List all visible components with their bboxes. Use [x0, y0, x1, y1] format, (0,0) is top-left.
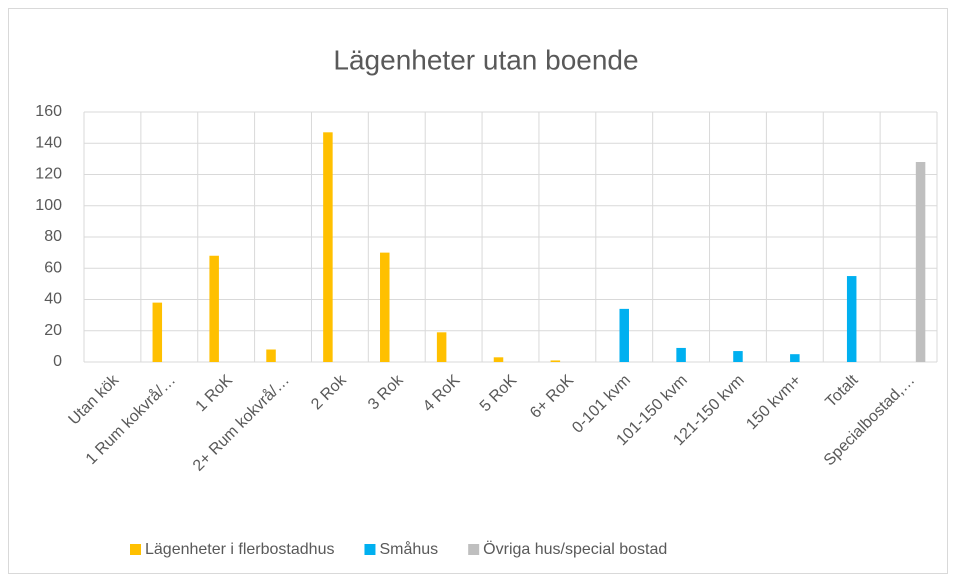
bar	[790, 354, 800, 362]
legend-label: Lägenheter i flerbostadhus	[145, 541, 334, 558]
bar	[323, 132, 333, 362]
bar	[436, 332, 447, 362]
y-tick-label: 20	[44, 322, 62, 339]
y-tick-label: 60	[44, 259, 62, 276]
bar	[676, 347, 686, 362]
y-tick-label: 160	[35, 103, 62, 120]
bar	[493, 357, 504, 362]
legend-swatch	[468, 544, 480, 555]
chart-border	[8, 8, 948, 574]
legend-swatch	[364, 544, 376, 555]
bar	[619, 308, 629, 362]
y-tick-label: 80	[44, 228, 62, 245]
bar	[550, 360, 561, 362]
bar	[380, 252, 390, 362]
bar	[846, 276, 857, 362]
bar	[209, 255, 219, 362]
y-tick-label: 0	[53, 353, 62, 370]
bar	[152, 302, 163, 362]
y-tick-label: 40	[44, 291, 62, 308]
y-tick-label: 100	[35, 197, 62, 214]
bar	[733, 351, 743, 362]
legend-swatch	[130, 544, 141, 555]
legend-label: Småhus	[379, 540, 438, 558]
chart-title: Lägenheter utan boende	[333, 44, 638, 75]
legend-label: Övriga hus/special bostad	[483, 540, 667, 558]
bar	[915, 162, 926, 362]
bar	[266, 349, 276, 362]
y-tick-label: 140	[35, 134, 62, 151]
y-tick-label: 120	[35, 166, 62, 183]
